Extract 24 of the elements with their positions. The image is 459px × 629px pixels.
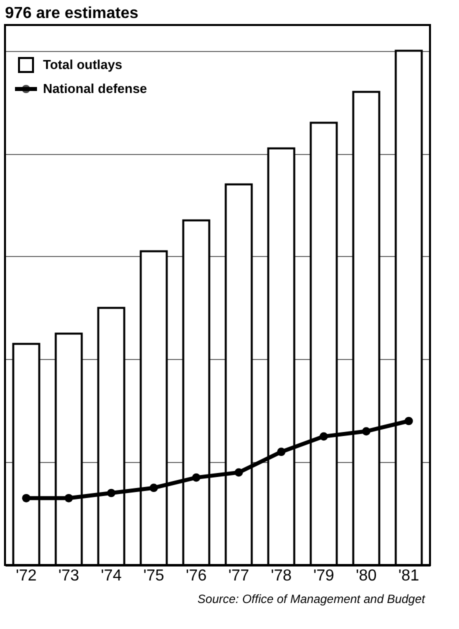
x-tick-label: '81: [398, 568, 420, 584]
x-tick-label: '76: [186, 568, 207, 584]
legend-label: Total outlays: [43, 57, 122, 72]
source-note: Source: Office of Management and Budget: [198, 592, 426, 606]
point: [107, 488, 116, 498]
point: [320, 432, 328, 441]
x-tick-label: '73: [58, 568, 80, 584]
point: [22, 494, 30, 502]
legend-label: National defense: [43, 81, 148, 96]
point: [192, 473, 200, 482]
point: [234, 468, 243, 477]
x-tick-label: '78: [270, 568, 292, 584]
point: [362, 427, 370, 436]
x-tick-label: '79: [313, 568, 334, 584]
point: [277, 448, 286, 456]
x-tick-label: '75: [143, 568, 164, 584]
point: [404, 416, 413, 426]
x-tick-label: '80: [356, 568, 377, 584]
point: [150, 484, 158, 492]
x-tick-label: '77: [228, 568, 250, 584]
point: [64, 494, 73, 502]
chart-title: 976 are estimates: [5, 5, 139, 22]
x-tick-label: '74: [100, 568, 122, 584]
x-tick-label: '72: [16, 568, 37, 584]
